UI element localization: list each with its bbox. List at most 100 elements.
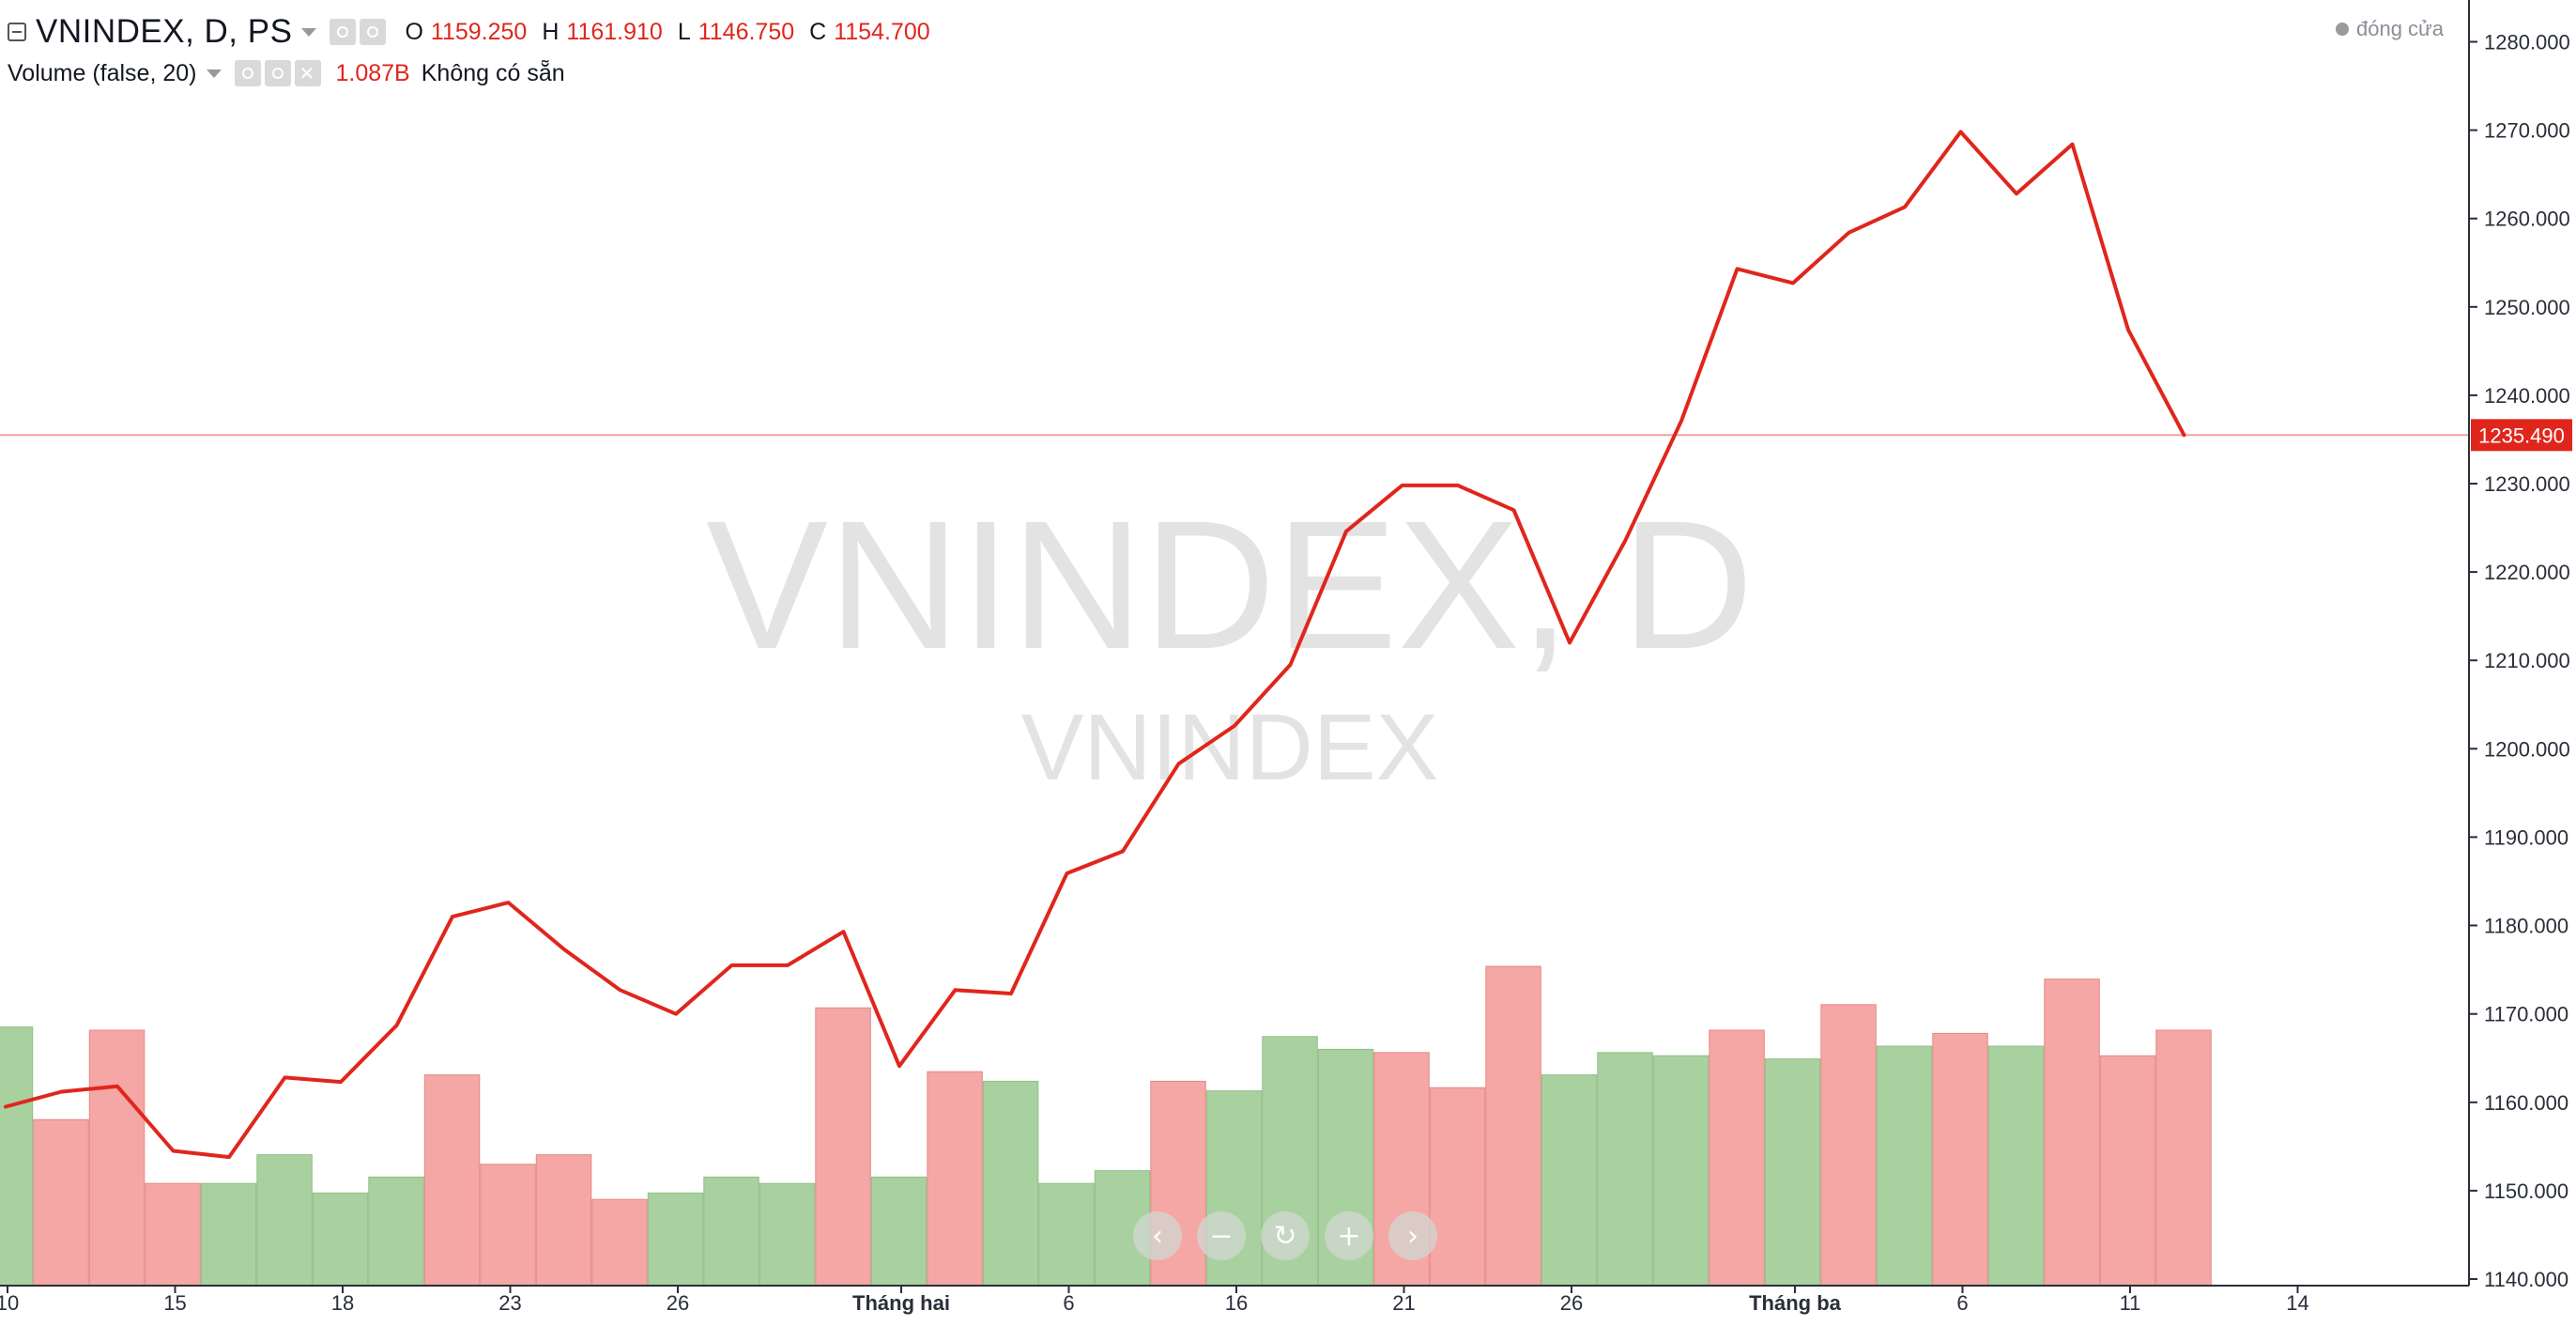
y-tick-label: 1260.000 — [2484, 208, 2570, 231]
volume-eye-icon[interactable] — [234, 60, 261, 86]
volume-gear-icon[interactable] — [264, 60, 291, 86]
price-badge: 1235.490 — [2471, 419, 2572, 452]
x-tick-label: 16 — [1225, 1291, 1248, 1315]
volume-bar — [200, 1182, 257, 1287]
watermark-sub: VNINDEX — [1021, 695, 1439, 800]
x-tick-label: 14 — [2286, 1291, 2308, 1315]
x-tick-label: 6 — [1956, 1291, 1968, 1315]
zoom-in-icon: + — [1337, 1219, 1361, 1253]
volume-bar — [591, 1198, 648, 1287]
y-tick-label: 1200.000 — [2484, 737, 2570, 761]
x-tick-label: 23 — [498, 1291, 521, 1315]
volume-bar — [0, 1026, 34, 1287]
volume-label[interactable]: Volume (false, 20) — [8, 59, 197, 86]
volume-bar — [927, 1071, 983, 1287]
volume-bar — [535, 1154, 592, 1287]
volume-chevron-down-icon[interactable] — [206, 69, 222, 78]
zoom-out-button[interactable]: − — [1197, 1211, 1246, 1260]
y-tick-label: 1220.000 — [2484, 561, 2570, 584]
watermark: VNINDEX, D VNINDEX — [706, 483, 1754, 800]
x-tick-label: 21 — [1392, 1291, 1415, 1315]
y-tick-label: 1230.000 — [2484, 472, 2570, 496]
volume-bar — [1932, 1032, 1988, 1287]
volume-bar — [1597, 1052, 1653, 1287]
volume-bar — [1987, 1045, 2045, 1287]
high-key: H — [542, 18, 560, 45]
volume-bar — [1485, 965, 1541, 1287]
x-tick-label: 18 — [331, 1291, 354, 1315]
x-tick-label: 26 — [1560, 1291, 1583, 1315]
volume-bars — [0, 965, 2212, 1287]
volume-bar — [88, 1029, 146, 1287]
open-value: 1159.250 — [430, 18, 528, 45]
low-key: L — [677, 18, 691, 45]
y-tick-label: 1160.000 — [2484, 1091, 2568, 1115]
chevron-right-icon: › — [1407, 1219, 1418, 1253]
x-tick-label: 10 — [0, 1291, 19, 1315]
reset-zoom-button[interactable]: ↻ — [1261, 1211, 1310, 1260]
y-tick-label: 1140.000 — [2484, 1268, 2568, 1291]
x-tick-label: Tháng hai — [852, 1291, 950, 1315]
volume-bar — [2099, 1055, 2156, 1287]
zoom-out-icon: − — [1209, 1219, 1234, 1253]
close-key: C — [809, 18, 827, 45]
status-dot-icon — [2336, 23, 2349, 36]
volume-close-icon[interactable] — [294, 60, 321, 86]
scroll-left-button[interactable]: ‹ — [1133, 1211, 1182, 1260]
y-tick-label: 1190.000 — [2484, 825, 2568, 849]
volume-bar — [33, 1118, 89, 1287]
series-title[interactable]: VNINDEX, D, PS — [36, 13, 293, 50]
collapse-icon[interactable] — [8, 23, 26, 41]
volume-legend: Volume (false, 20) 1.087B Không có sẵn — [0, 54, 565, 92]
volume-bar — [1876, 1045, 1933, 1287]
chevron-down-icon[interactable] — [301, 27, 317, 37]
x-tick-label: 15 — [163, 1291, 186, 1315]
y-tick-label: 1280.000 — [2484, 31, 2570, 54]
volume-bar — [1764, 1058, 1821, 1287]
volume-bar — [647, 1192, 704, 1287]
y-tick-label: 1210.000 — [2484, 649, 2570, 672]
volume-bar — [982, 1080, 1039, 1287]
scroll-right-button[interactable]: › — [1388, 1211, 1437, 1260]
eye-icon[interactable] — [330, 19, 357, 45]
price-axis[interactable]: 1280.000 1270.000 1260.000 1250.000 1240.000… — [2469, 31, 2570, 1292]
x-tick-label: 11 — [2120, 1291, 2141, 1315]
volume-bar — [145, 1182, 201, 1287]
volume-bar — [1541, 1074, 1598, 1287]
volume-bar — [312, 1192, 369, 1287]
volume-bar — [815, 1007, 871, 1287]
status-text: đóng cửa — [2356, 17, 2445, 40]
price-badge-label: 1235.490 — [2478, 424, 2565, 447]
high-value: 1161.910 — [566, 18, 663, 45]
volume-bar — [2155, 1029, 2212, 1287]
volume-bar — [480, 1164, 536, 1287]
close-value: 1154.700 — [834, 18, 930, 45]
volume-value: 1.087B — [335, 59, 410, 86]
chart-navigation: ‹ − ↻ + › — [1133, 1211, 1452, 1260]
volume-bar — [256, 1154, 313, 1287]
y-tick-label: 1180.000 — [2484, 915, 2568, 938]
volume-bar — [1652, 1055, 1710, 1287]
reset-icon: ↻ — [1273, 1219, 1297, 1253]
chevron-left-icon: ‹ — [1152, 1219, 1163, 1253]
low-value: 1146.750 — [698, 18, 795, 45]
y-tick-label: 1170.000 — [2484, 1003, 2568, 1026]
price-badge-box — [2471, 419, 2572, 452]
y-tick-label: 1240.000 — [2484, 384, 2570, 408]
y-tick-label: 1150.000 — [2484, 1180, 2568, 1203]
x-tick-label: Tháng ba — [1749, 1291, 1842, 1315]
volume-note: Không có sẵn — [421, 59, 565, 86]
volume-bar — [870, 1176, 928, 1287]
open-key: O — [405, 18, 423, 45]
zoom-in-button[interactable]: + — [1325, 1211, 1373, 1260]
time-axis[interactable]: 10 15 18 23 26 Tháng hai 6 16 21 26 Tháng ba 6 11 14 — [0, 1286, 2309, 1315]
vnindex-line — [4, 130, 2186, 1160]
x-tick-label: 6 — [1063, 1291, 1074, 1315]
volume-bar — [703, 1176, 759, 1287]
y-tick-label: 1270.000 — [2484, 119, 2570, 143]
volume-bar — [1709, 1029, 1765, 1287]
gear-icon[interactable] — [360, 19, 387, 45]
y-tick-label: 1250.000 — [2484, 296, 2570, 319]
volume-bar — [423, 1074, 481, 1287]
